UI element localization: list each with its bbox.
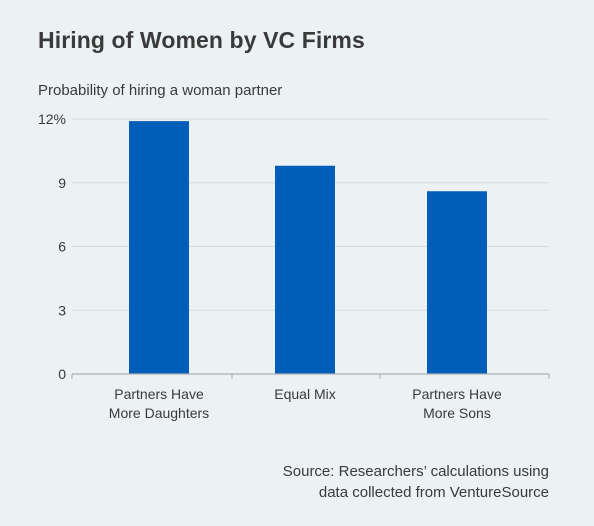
source-line-2: data collected from VentureSource	[318, 484, 549, 501]
x-axis-labels: Partners Have More Daughters Equal Mix Part…	[109, 386, 502, 421]
y-tick-label: 6	[58, 239, 66, 255]
x-axis	[71, 373, 550, 379]
x-category-label: More Daughters	[109, 405, 209, 421]
bar	[275, 165, 335, 374]
x-category-label: More Sons	[423, 405, 491, 421]
y-tick-label: 0	[58, 366, 66, 382]
x-category-label: Partners Have	[412, 386, 502, 402]
source-line-1: Source: Researchers’ calculations using	[282, 463, 549, 480]
y-tick-label: 12%	[38, 111, 66, 127]
chart-subtitle: Probability of hiring a woman partner	[38, 82, 283, 99]
bars	[129, 121, 487, 374]
bar	[427, 191, 487, 374]
x-category-label: Equal Mix	[274, 386, 335, 402]
source-note: Source: Researchers’ calculations using …	[283, 461, 549, 503]
chart-title: Hiring of Women by VC Firms	[38, 27, 365, 53]
bar	[129, 121, 189, 374]
y-tick-label: 3	[58, 302, 66, 318]
y-axis-ticks: 0 3 6 9 12%	[38, 111, 66, 382]
y-tick-label: 9	[58, 175, 66, 191]
x-category-label: Partners Have	[114, 386, 204, 402]
